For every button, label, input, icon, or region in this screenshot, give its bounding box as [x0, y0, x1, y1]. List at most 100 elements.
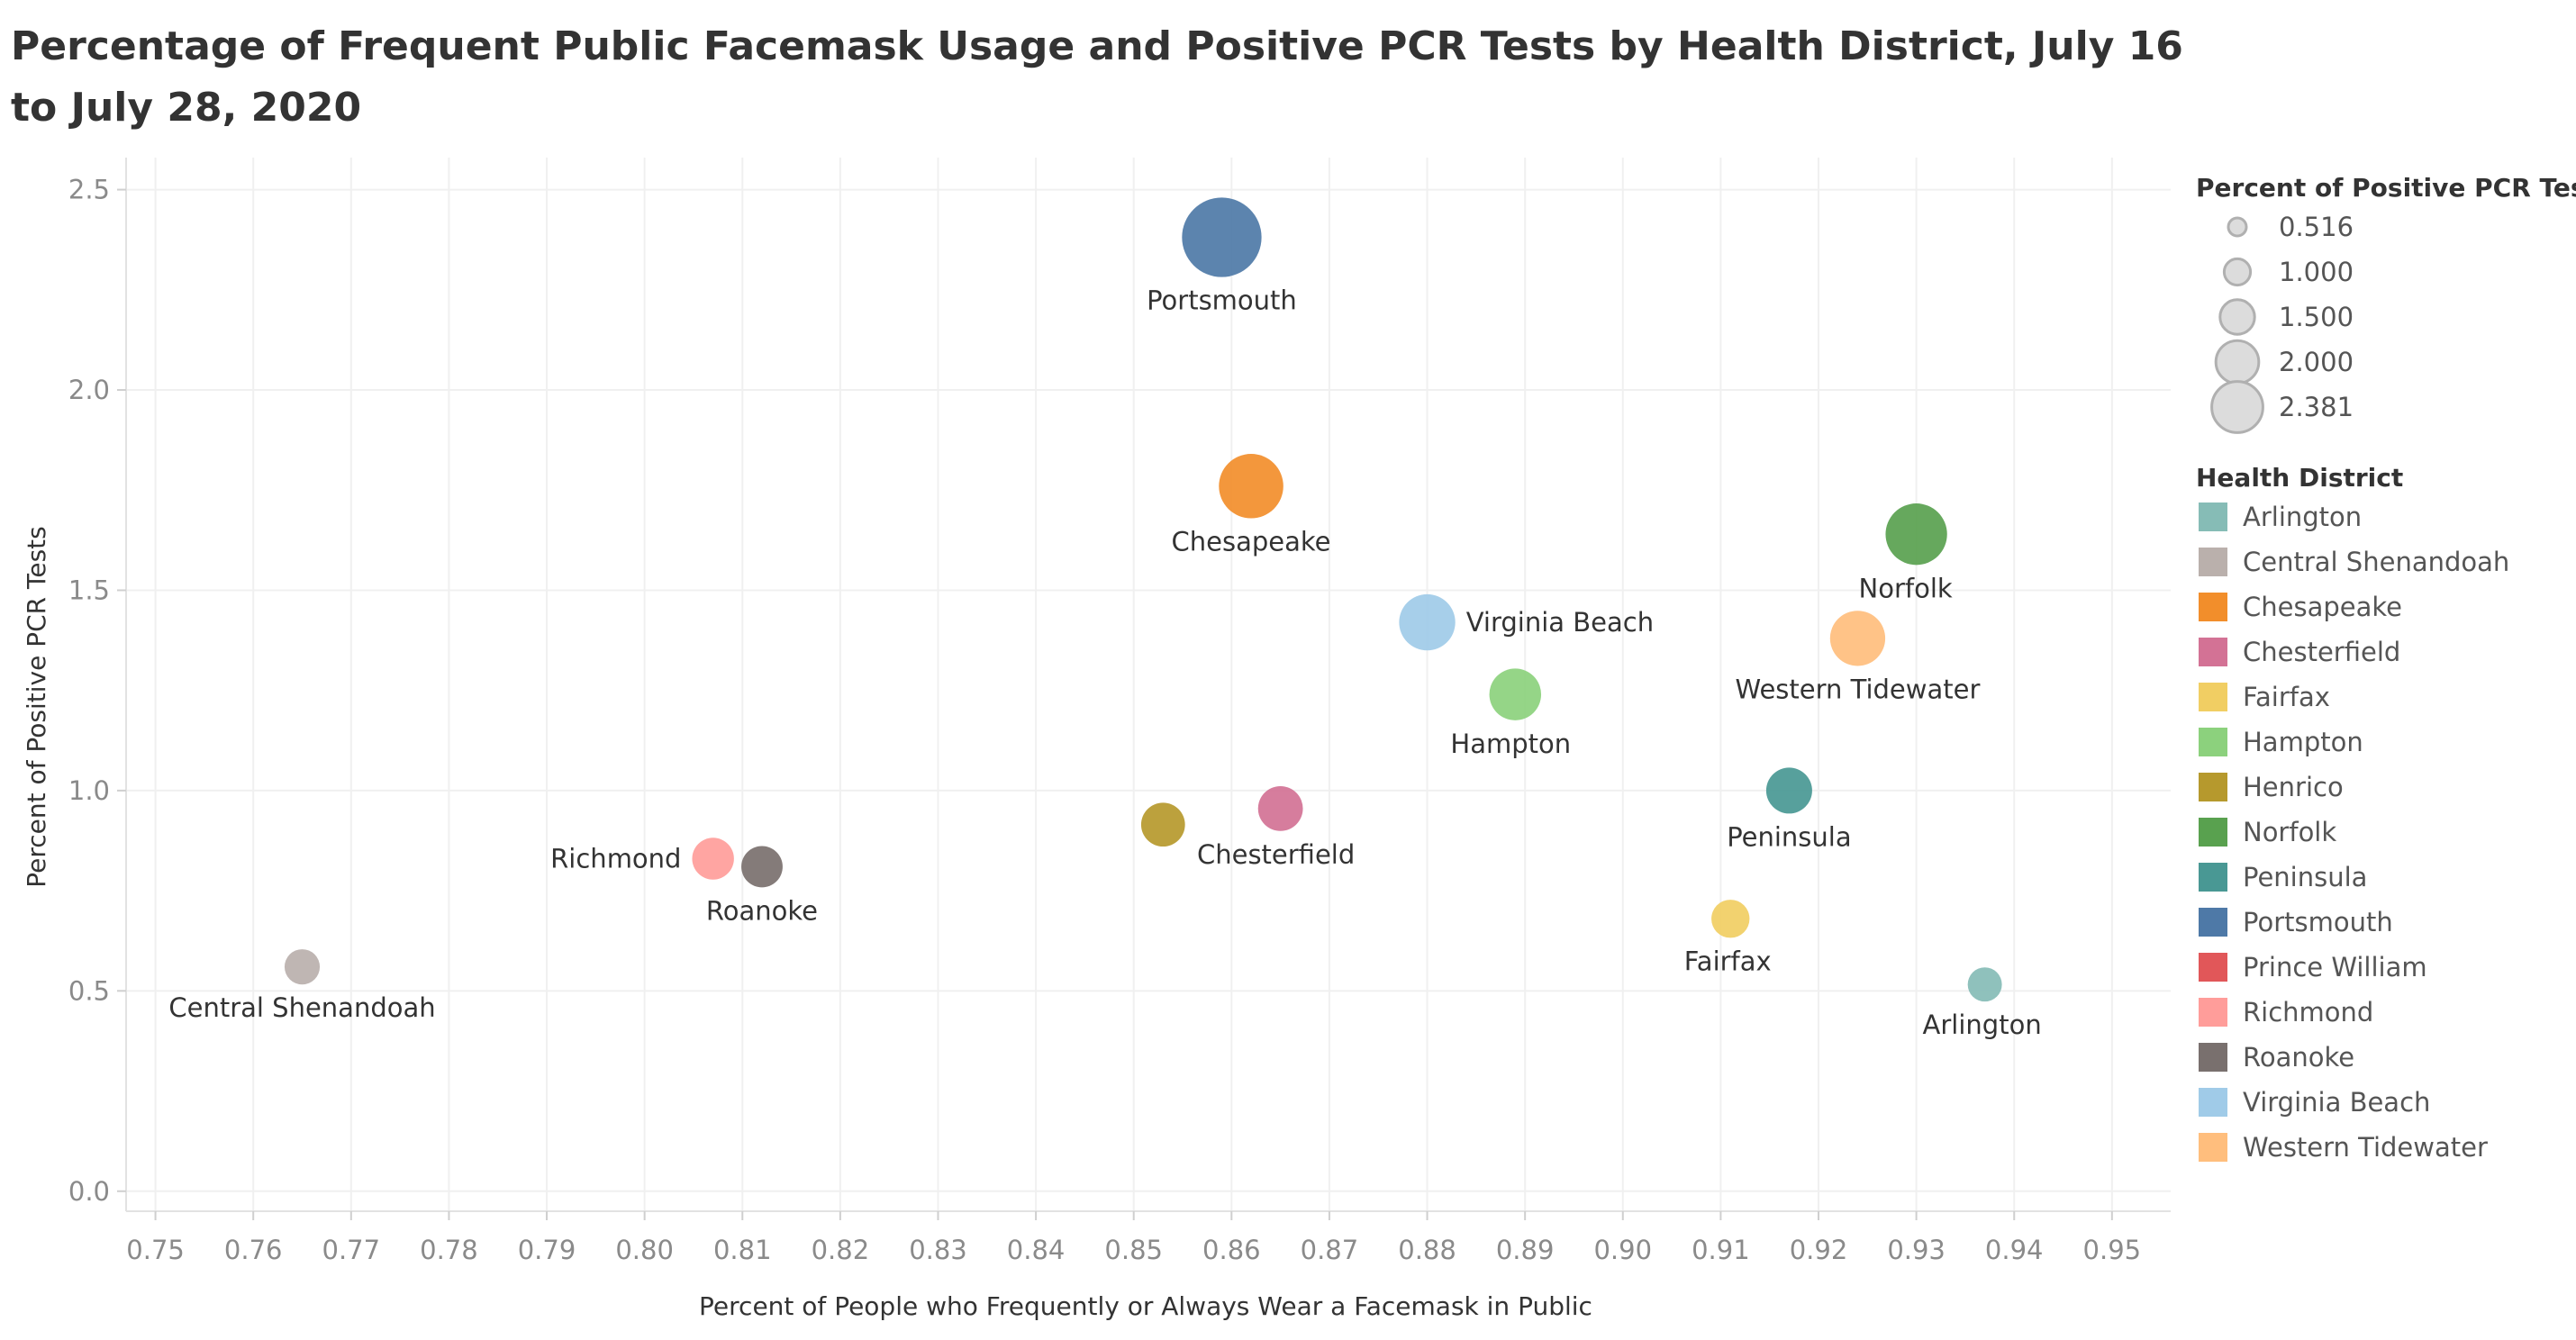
color-legend-swatch	[2199, 818, 2227, 847]
x-axis-ticks: 0.75 0.76 0.77 0.78 0.79 0.80 0.81 0.82 0.83 0.84…	[126, 1211, 2141, 1265]
y-axis-ticks: 0.0 0.5 1.0 1.5 2.0 2.5	[68, 175, 126, 1207]
color-legend-label: Fairfax	[2243, 682, 2330, 712]
data-point-norfolk[interactable]	[1885, 503, 1947, 566]
size-legend-label: 1.500	[2279, 302, 2354, 332]
grid	[125, 158, 2171, 1212]
point-labels: Portsmouth Chesapeake Norfolk Virginia Beac…	[168, 285, 2041, 1040]
size-legend-label: 0.516	[2279, 212, 2354, 242]
x-tick-label: 0.89	[1496, 1235, 1555, 1265]
color-legend-swatch	[2199, 683, 2227, 711]
size-legend: 0.516 1.000 1.500 2.000 2.381	[2210, 212, 2354, 434]
point-label: Richmond	[550, 844, 681, 874]
data-point-hampton[interactable]	[1489, 668, 1542, 720]
data-point-fairfax[interactable]	[1711, 900, 1750, 938]
color-legend-swatch	[2199, 773, 2227, 801]
x-axis-title: Percent of People who Frequently or Alwa…	[699, 1291, 1592, 1321]
color-legend-swatch	[2199, 1088, 2227, 1117]
x-tick-label: 0.84	[1007, 1235, 1066, 1265]
x-tick-label: 0.90	[1593, 1235, 1652, 1265]
data-point-peninsula[interactable]	[1765, 767, 1812, 814]
color-legend-swatch	[2199, 638, 2227, 666]
point-label: Western Tidewater	[1735, 674, 1980, 704]
y-tick-label: 0.0	[68, 1176, 110, 1207]
size-legend-title: Percent of Positive PCR Tests	[2196, 173, 2576, 203]
color-legend-swatch	[2199, 953, 2227, 982]
chart-title: Percentage of Frequent Public Facemask U…	[11, 23, 2183, 131]
data-point-roanoke[interactable]	[741, 846, 783, 888]
x-tick-label: 0.85	[1104, 1235, 1163, 1265]
color-legend-swatch	[2199, 863, 2227, 892]
color-legend-label: Portsmouth	[2243, 907, 2393, 937]
x-tick-label: 0.88	[1398, 1235, 1456, 1265]
x-tick-label: 0.87	[1301, 1235, 1359, 1265]
x-tick-label: 0.80	[615, 1235, 674, 1265]
point-label: Hampton	[1450, 729, 1571, 759]
point-label: Chesapeake	[1172, 527, 1331, 557]
point-label: Fairfax	[1684, 946, 1772, 976]
data-point-central-shenandoah[interactable]	[284, 949, 321, 985]
color-legend-label: Richmond	[2243, 997, 2373, 1028]
color-legend-label: Henrico	[2243, 772, 2344, 802]
color-legend-label: Prince William	[2243, 952, 2427, 982]
x-tick-label: 0.83	[909, 1235, 967, 1265]
color-legend-swatch	[2199, 548, 2227, 576]
data-point-chesterfield[interactable]	[1257, 786, 1303, 831]
x-tick-label: 0.79	[518, 1235, 576, 1265]
x-tick-label: 0.78	[420, 1235, 478, 1265]
point-label: Roanoke	[706, 895, 818, 926]
data-point-richmond[interactable]	[692, 838, 734, 880]
color-legend: Arlington Central Shenandoah Chesapeake Che…	[2199, 502, 2509, 1163]
x-tick-label: 0.94	[1985, 1235, 2044, 1265]
color-legend-swatch	[2199, 1133, 2227, 1162]
data-point-chesapeake[interactable]	[1219, 454, 1283, 519]
x-tick-label: 0.81	[713, 1235, 772, 1265]
x-tick-label: 0.92	[1790, 1235, 1848, 1265]
size-legend-label: 1.000	[2279, 257, 2354, 287]
color-legend-label: Peninsula	[2243, 862, 2367, 892]
point-label: Norfolk	[1859, 573, 1953, 603]
y-tick-label: 1.0	[68, 775, 110, 806]
size-legend-label: 2.000	[2279, 347, 2354, 377]
color-legend-label: Roanoke	[2243, 1042, 2354, 1073]
color-legend-swatch	[2199, 593, 2227, 621]
data-points	[284, 197, 2002, 1002]
color-legend-title: Health District	[2196, 463, 2403, 493]
color-legend-swatch	[2199, 728, 2227, 756]
size-legend-swatch	[2218, 298, 2256, 336]
x-tick-label: 0.91	[1692, 1235, 1750, 1265]
x-tick-label: 0.75	[126, 1235, 185, 1265]
y-tick-label: 0.5	[68, 975, 110, 1006]
color-legend-label: Chesterfield	[2243, 637, 2400, 667]
data-point-virginia-beach[interactable]	[1399, 593, 1456, 651]
y-axis-title: Percent of Positive PCR Tests	[22, 526, 51, 888]
color-legend-swatch	[2199, 908, 2227, 937]
data-point-henrico[interactable]	[1140, 802, 1185, 847]
x-tick-label: 0.77	[322, 1235, 381, 1265]
data-point-western-tidewater[interactable]	[1829, 611, 1886, 666]
color-legend-swatch	[2199, 998, 2227, 1027]
color-legend-label: Chesapeake	[2243, 592, 2402, 622]
x-tick-label: 0.95	[2083, 1235, 2142, 1265]
point-label: Chesterfield	[1197, 839, 1355, 870]
point-label: Central Shenandoah	[168, 992, 435, 1023]
color-legend-label: Norfolk	[2243, 817, 2336, 847]
x-tick-label: 0.82	[812, 1235, 870, 1265]
color-legend-swatch	[2199, 502, 2227, 531]
point-label: Arlington	[1923, 1010, 2042, 1040]
color-legend-label: Central Shenandoah	[2243, 547, 2509, 577]
x-tick-label: 0.86	[1202, 1235, 1261, 1265]
color-legend-label: Western Tidewater	[2243, 1132, 2488, 1163]
size-legend-swatch	[2222, 257, 2253, 287]
data-point-portsmouth[interactable]	[1182, 197, 1262, 277]
color-legend-label: Virginia Beach	[2243, 1087, 2430, 1118]
color-legend-swatch	[2199, 1043, 2227, 1072]
x-tick-label: 0.76	[224, 1235, 283, 1265]
size-legend-label: 2.381	[2279, 392, 2354, 422]
point-label: Portsmouth	[1147, 285, 1297, 316]
data-point-arlington[interactable]	[1967, 967, 2002, 1002]
color-legend-label: Hampton	[2243, 727, 2363, 757]
size-legend-swatch	[2210, 380, 2264, 434]
color-legend-label: Arlington	[2243, 502, 2362, 532]
size-legend-swatch	[2227, 216, 2248, 238]
